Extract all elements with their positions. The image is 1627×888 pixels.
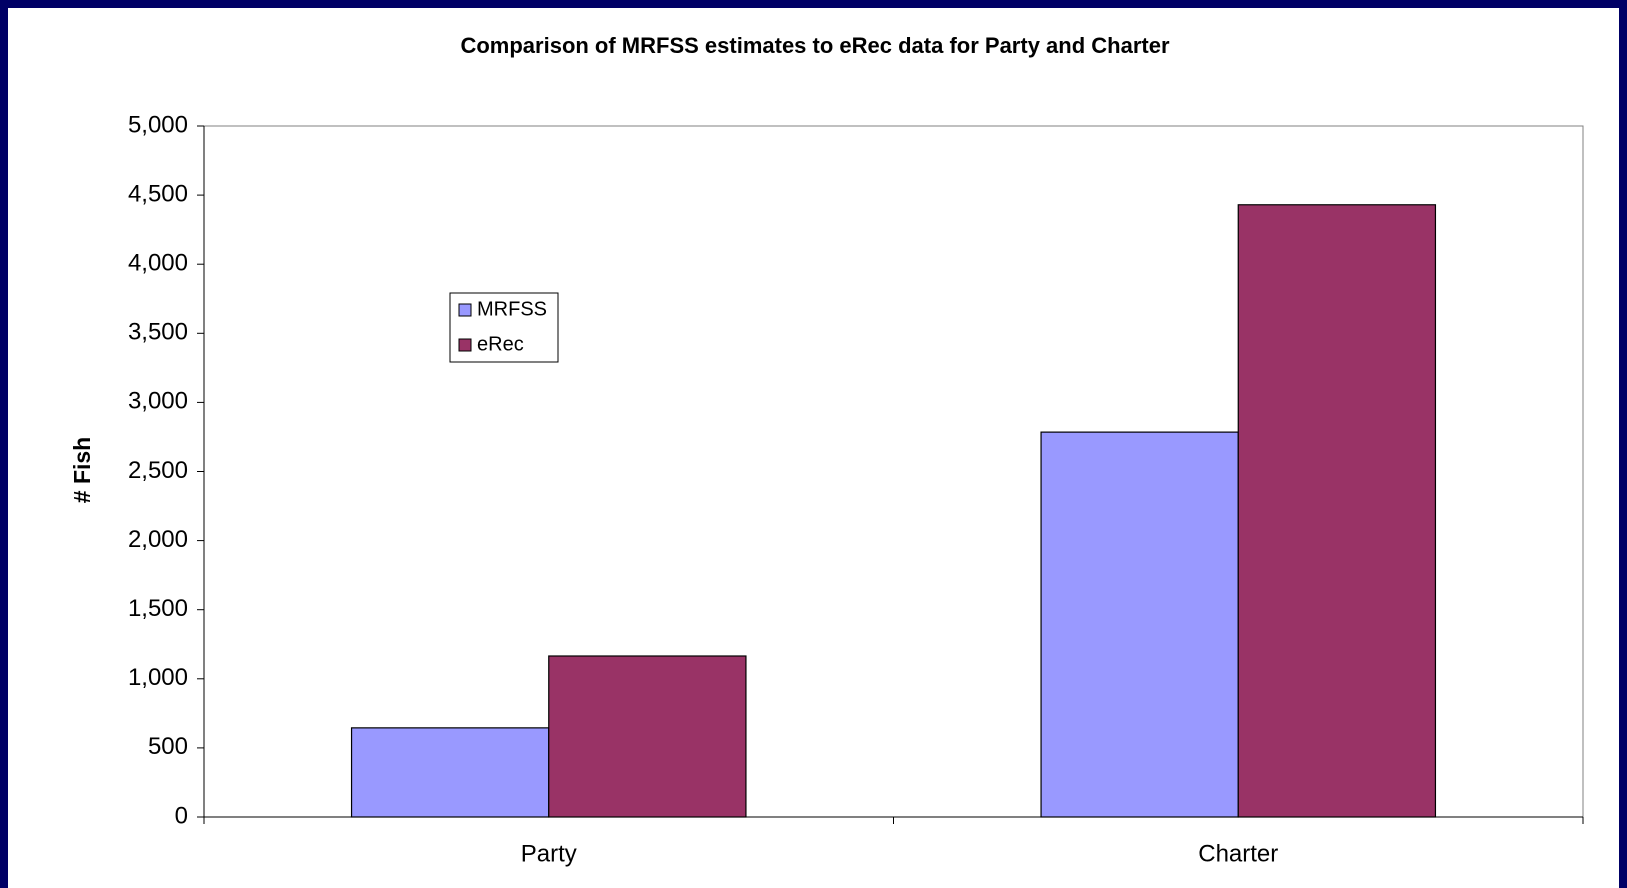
y-tick-label: 0 — [175, 802, 188, 829]
legend-swatch — [458, 303, 472, 317]
x-tick-label: Charter — [1198, 840, 1278, 867]
y-tick-label: 5,000 — [128, 111, 188, 138]
y-tick-label: 3,000 — [128, 388, 188, 415]
legend-swatch — [458, 338, 472, 352]
y-tick-label: 500 — [148, 733, 188, 760]
x-tick-label: Party — [521, 840, 577, 867]
y-tick-label: 2,500 — [128, 457, 188, 484]
y-tick-label: 1,500 — [128, 595, 188, 622]
bar — [1040, 431, 1239, 818]
bar — [1237, 204, 1437, 818]
y-tick-label: 2,000 — [128, 526, 188, 553]
y-tick-label: 4,000 — [128, 250, 188, 277]
bar — [350, 727, 550, 818]
bar — [548, 655, 747, 818]
y-axis-label: # Fish — [69, 437, 95, 503]
legend-label: eRec — [477, 333, 524, 355]
chart-title: Comparison of MRFSS estimates to eRec da… — [460, 33, 1169, 58]
legend-label: MRFSS — [477, 298, 547, 320]
y-tick-label: 1,000 — [128, 664, 188, 691]
y-tick-label: 4,500 — [128, 180, 188, 207]
y-tick-label: 3,500 — [128, 319, 188, 346]
